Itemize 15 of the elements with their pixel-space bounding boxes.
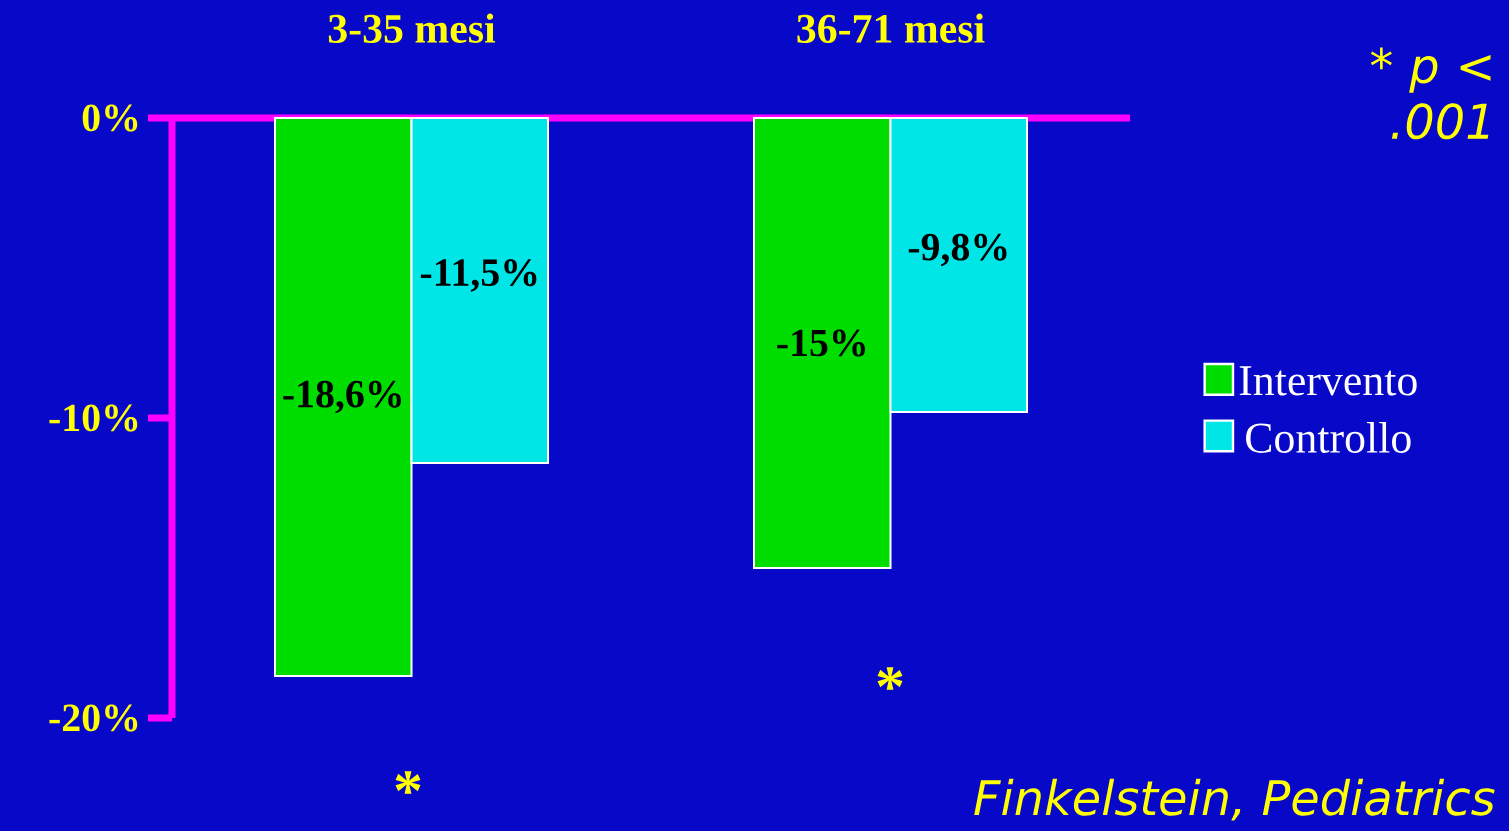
data-label: -9,8% [908, 233, 1007, 267]
data-label: -15% [777, 329, 865, 357]
y-tick-label: 0% [82, 104, 138, 132]
data-label: -11,5% [420, 259, 537, 292]
legend-label: Controllo [1246, 422, 1411, 453]
text: * p < .001 [1370, 47, 1491, 140]
data-label: -18,6% [283, 380, 401, 414]
x-tick-label: 3-35 mesi [328, 13, 496, 43]
annotation: * [877, 667, 903, 690]
x-tick-label: 36-71 mesi [797, 13, 985, 43]
legend-label: Intervento [1239, 366, 1417, 396]
text: Finkelstein, Pediatrics [974, 778, 1495, 821]
y-tick-label: -10% [49, 404, 138, 432]
y-tick-label: -20% [49, 704, 138, 732]
text: * [395, 771, 421, 794]
